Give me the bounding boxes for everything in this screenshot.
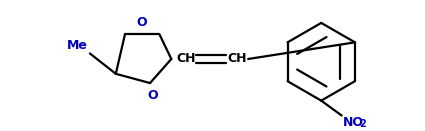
Text: O: O <box>147 89 158 102</box>
Text: 2: 2 <box>359 119 366 129</box>
Text: O: O <box>137 16 147 29</box>
Text: Me: Me <box>67 39 88 52</box>
Text: CH: CH <box>228 53 247 66</box>
Text: NO: NO <box>343 116 363 129</box>
Text: CH: CH <box>176 53 196 66</box>
